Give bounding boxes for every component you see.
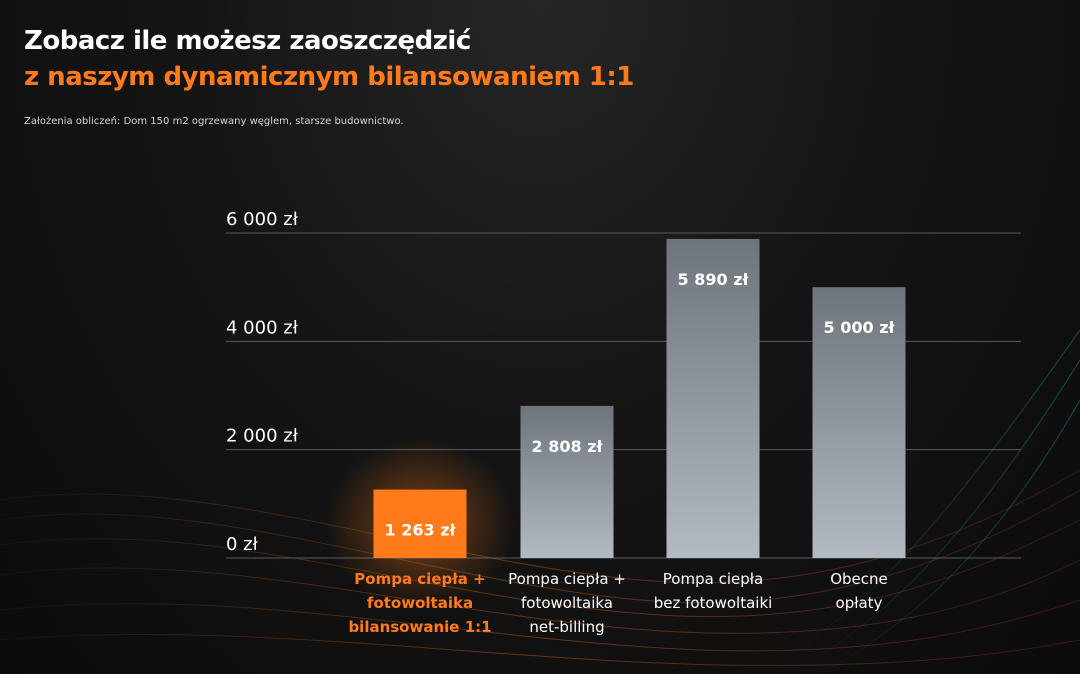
y-tick-label: 6 000 zł: [226, 209, 299, 230]
category-label: bez fotowoltaiki: [654, 594, 773, 612]
category-label: fotowoltaika: [367, 594, 473, 612]
bar: [666, 238, 760, 559]
bar-value-label: 5 000 zł: [824, 318, 896, 337]
category-label: Pompa ciepła: [663, 570, 763, 588]
bar: [812, 287, 906, 558]
y-tick-label: 0 zł: [226, 534, 259, 555]
category-label: Obecne: [830, 570, 888, 588]
category-label: opłaty: [836, 594, 883, 612]
bar-value-label: 5 890 zł: [678, 270, 750, 289]
y-tick-label: 2 000 zł: [226, 426, 299, 447]
bar: [373, 489, 467, 558]
page-subtitle: z naszym dynamicznym bilansowaniem 1:1: [24, 62, 634, 92]
bar: [520, 405, 614, 558]
bar-value-label: 1 263 zł: [385, 521, 457, 540]
category-label: fotowoltaika: [521, 594, 613, 612]
category-label: Pompa ciepła +: [354, 570, 485, 588]
category-label: bilansowanie 1:1: [348, 618, 491, 636]
category-label: Pompa ciepła +: [508, 570, 626, 588]
bar-value-label: 2 808 zł: [532, 437, 604, 456]
category-label: net-billing: [529, 618, 604, 636]
page-title: Zobacz ile możesz zaoszczędzić: [24, 26, 471, 56]
assumptions-note: Założenia obliczeń: Dom 150 m2 ogrzewany…: [24, 116, 404, 127]
y-tick-label: 4 000 zł: [226, 317, 299, 338]
